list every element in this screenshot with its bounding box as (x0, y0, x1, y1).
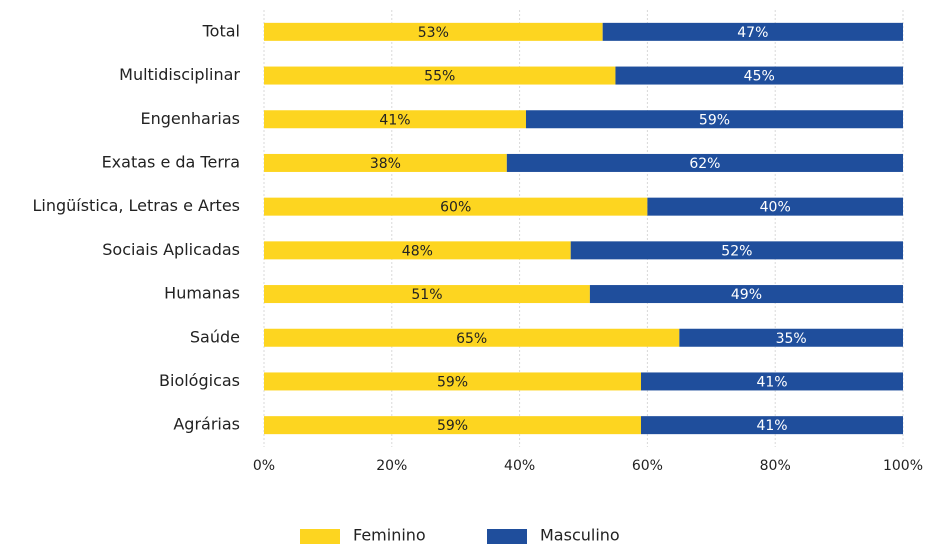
value-label: 49% (731, 287, 762, 303)
bar-segment (589, 285, 903, 304)
legend-label: Feminino (353, 526, 426, 544)
bar-segment (641, 416, 903, 435)
category-label: Biológicas (159, 371, 240, 390)
x-tick-label: 20% (376, 458, 407, 474)
bar-segment (264, 22, 603, 41)
legend-swatch (300, 529, 340, 544)
category-label: Total (202, 21, 240, 40)
value-label: 45% (744, 69, 775, 85)
bar-segment (264, 285, 590, 304)
value-label: 59% (699, 112, 730, 128)
value-label: 65% (456, 331, 487, 347)
value-label: 55% (424, 69, 455, 85)
x-tick-label: 40% (504, 458, 535, 474)
bar-segment (264, 416, 642, 435)
bar-segment (264, 372, 642, 391)
x-tick-label: 100% (883, 458, 923, 474)
category-label: Multidisciplinar (119, 65, 240, 84)
x-tick-label: 80% (760, 458, 791, 474)
bar-segment (264, 153, 507, 172)
bar-segment (570, 241, 903, 260)
category-label: Sociais Aplicadas (102, 240, 240, 259)
bar-segment (679, 328, 903, 347)
category-label: Humanas (164, 284, 240, 303)
value-label: 52% (721, 243, 752, 259)
bar-segment (264, 66, 616, 85)
value-label: 48% (402, 243, 433, 259)
bar-segment (602, 22, 903, 41)
category-label: Lingüística, Letras e Artes (32, 196, 240, 215)
value-label: 38% (370, 156, 401, 172)
value-label: 59% (437, 418, 468, 434)
value-label: 47% (737, 25, 768, 41)
bar-segment (641, 372, 903, 391)
value-label: 35% (776, 331, 807, 347)
bar-segment (525, 110, 903, 129)
x-tick-label: 0% (253, 458, 275, 474)
value-label: 41% (379, 112, 410, 128)
value-label: 40% (760, 200, 791, 216)
value-label: 41% (756, 418, 787, 434)
value-label: 51% (411, 287, 442, 303)
value-label: 60% (440, 200, 471, 216)
bar-segment (264, 110, 526, 129)
legend-swatch (487, 529, 527, 544)
value-label: 41% (756, 374, 787, 390)
bar-segment (615, 66, 903, 85)
legend-label: Masculino (540, 526, 620, 544)
bar-segment (264, 328, 680, 347)
x-tick-label: 60% (632, 458, 663, 474)
bar-segment (506, 153, 903, 172)
bar-segment (264, 197, 648, 216)
category-label: Saúde (190, 327, 240, 346)
value-label: 62% (689, 156, 720, 172)
category-label: Exatas e da Terra (102, 152, 240, 171)
category-label: Agrárias (173, 415, 240, 434)
category-label: Engenharias (141, 109, 241, 128)
bar-segment (264, 241, 571, 260)
value-label: 59% (437, 374, 468, 390)
value-label: 53% (418, 25, 449, 41)
bar-segment (647, 197, 903, 216)
